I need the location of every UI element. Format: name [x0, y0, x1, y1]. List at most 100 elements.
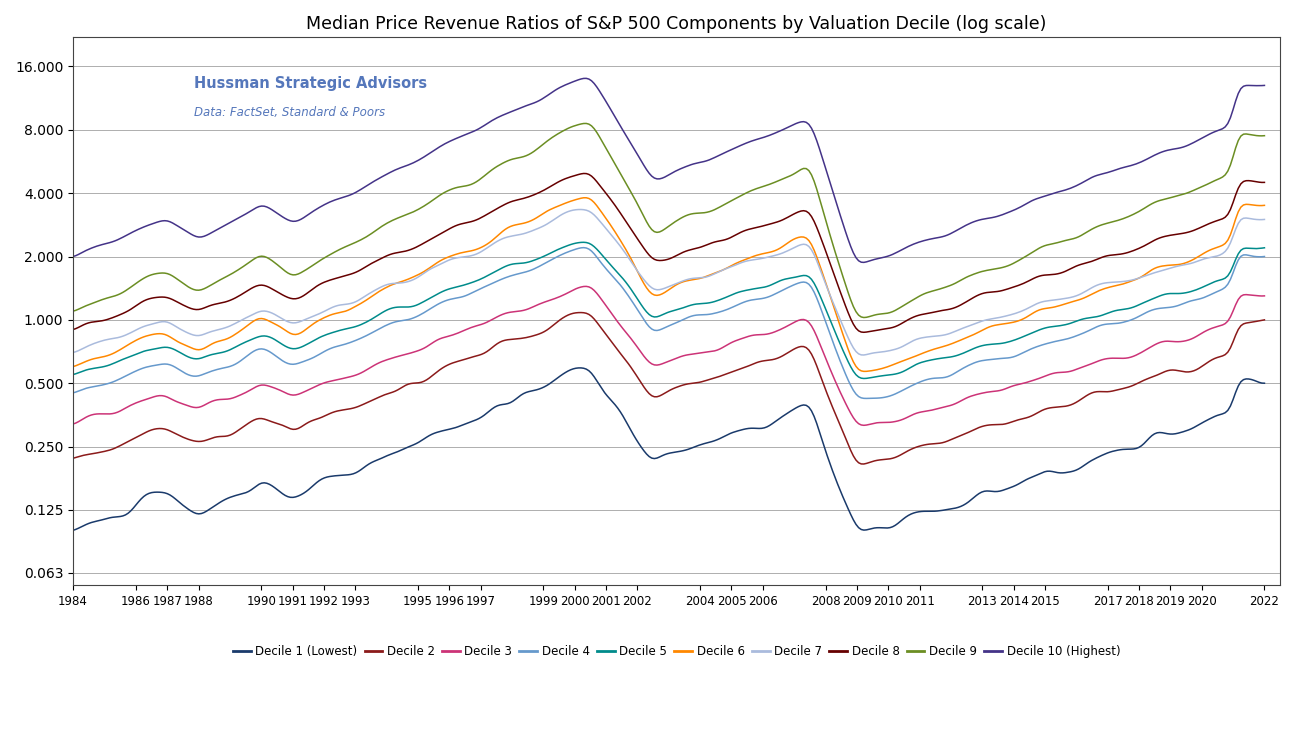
Decile 2	[1077, 393, 1092, 402]
Decile 10 (Highest)	[578, 74, 594, 82]
Decile 2	[694, 377, 709, 386]
Decile 5	[1257, 243, 1272, 252]
Decile 7	[652, 285, 668, 294]
Decile 1 (Lowest)	[1134, 442, 1149, 450]
Line: Decile 4: Decile 4	[73, 247, 1265, 399]
Text: Data: FactSet, Standard & Poors: Data: FactSet, Standard & Poors	[193, 106, 385, 119]
Line: Decile 6: Decile 6	[73, 198, 1265, 372]
Decile 6	[576, 193, 591, 202]
Decile 9	[694, 209, 709, 218]
Decile 6	[65, 362, 80, 371]
Decile 10 (Highest)	[1257, 81, 1272, 90]
Decile 1 (Lowest)	[573, 364, 589, 372]
Decile 7	[673, 277, 689, 286]
Decile 8	[1077, 259, 1092, 268]
Line: Decile 3: Decile 3	[73, 286, 1265, 426]
Decile 8	[65, 325, 80, 334]
Line: Decile 10 (Highest): Decile 10 (Highest)	[73, 78, 1265, 262]
Line: Decile 8: Decile 8	[73, 174, 1265, 332]
Decile 6	[856, 367, 872, 376]
Decile 3	[1077, 362, 1092, 371]
Decile 5	[1077, 315, 1092, 323]
Decile 3	[1136, 347, 1152, 356]
Decile 3	[652, 360, 668, 369]
Decile 1 (Lowest)	[591, 380, 607, 389]
Decile 2	[673, 382, 689, 391]
Decile 4	[652, 326, 668, 334]
Decile 7	[694, 274, 709, 283]
Decile 1 (Lowest)	[65, 526, 80, 534]
Decile 4	[859, 394, 874, 403]
Decile 9	[578, 119, 594, 128]
Decile 1 (Lowest)	[652, 453, 668, 461]
Decile 4	[576, 243, 591, 252]
Decile 6	[591, 205, 607, 214]
Decile 5	[694, 299, 709, 308]
Decile 7	[65, 348, 80, 357]
Decile 10 (Highest)	[591, 86, 607, 95]
Decile 2	[591, 321, 607, 330]
Decile 9	[1136, 204, 1152, 213]
Decile 2	[1257, 315, 1272, 324]
Decile 3	[1257, 291, 1272, 300]
Decile 1 (Lowest)	[694, 440, 709, 449]
Decile 6	[1077, 293, 1092, 302]
Decile 4	[591, 256, 607, 265]
Decile 1 (Lowest)	[673, 447, 689, 456]
Decile 5	[673, 304, 689, 313]
Decile 1 (Lowest)	[1257, 379, 1272, 388]
Decile 8	[673, 249, 689, 258]
Decile 10 (Highest)	[673, 164, 689, 173]
Decile 4	[65, 388, 80, 397]
Decile 10 (Highest)	[65, 252, 80, 261]
Decile 5	[65, 370, 80, 379]
Decile 8	[1257, 178, 1272, 187]
Decile 5	[1136, 298, 1152, 307]
Title: Median Price Revenue Ratios of S&P 500 Components by Valuation Decile (log scale: Median Price Revenue Ratios of S&P 500 C…	[306, 15, 1047, 33]
Decile 9	[1257, 131, 1272, 140]
Line: Decile 5: Decile 5	[73, 242, 1265, 378]
Decile 6	[652, 291, 668, 299]
Decile 3	[65, 420, 80, 429]
Decile 2	[856, 460, 872, 469]
Decile 9	[591, 132, 607, 141]
Line: Decile 7: Decile 7	[73, 210, 1265, 355]
Decile 4	[1077, 328, 1092, 337]
Decile 8	[694, 242, 709, 251]
Decile 10 (Highest)	[652, 174, 668, 183]
Decile 8	[591, 180, 607, 189]
Decile 10 (Highest)	[694, 158, 709, 166]
Decile 9	[652, 228, 668, 237]
Decile 7	[1077, 288, 1092, 296]
Decile 9	[673, 214, 689, 223]
Decile 8	[576, 169, 591, 178]
Decile 5	[652, 312, 668, 320]
Decile 9	[856, 313, 872, 322]
Decile 4	[1257, 252, 1272, 261]
Decile 6	[694, 274, 709, 283]
Decile 7	[1257, 215, 1272, 224]
Decile 6	[673, 278, 689, 287]
Decile 3	[591, 292, 607, 301]
Line: Decile 2: Decile 2	[73, 312, 1265, 464]
Decile 4	[673, 316, 689, 325]
Legend: Decile 1 (Lowest), Decile 2, Decile 3, Decile 4, Decile 5, Decile 6, Decile 7, D: Decile 1 (Lowest), Decile 2, Decile 3, D…	[228, 640, 1124, 663]
Decile 5	[856, 374, 872, 383]
Decile 6	[1136, 271, 1152, 280]
Decile 7	[856, 350, 872, 359]
Decile 9	[65, 307, 80, 315]
Decile 5	[591, 247, 607, 256]
Decile 7	[591, 216, 607, 225]
Decile 4	[694, 310, 709, 319]
Decile 3	[578, 282, 594, 291]
Decile 10 (Highest)	[1077, 177, 1092, 186]
Decile 3	[673, 353, 689, 361]
Decile 2	[1136, 376, 1152, 385]
Decile 2	[573, 308, 589, 317]
Decile 8	[856, 328, 872, 337]
Text: Hussman Strategic Advisors: Hussman Strategic Advisors	[193, 76, 427, 91]
Decile 5	[576, 238, 591, 247]
Decile 8	[1136, 242, 1152, 250]
Decile 2	[652, 391, 668, 400]
Line: Decile 9: Decile 9	[73, 123, 1265, 318]
